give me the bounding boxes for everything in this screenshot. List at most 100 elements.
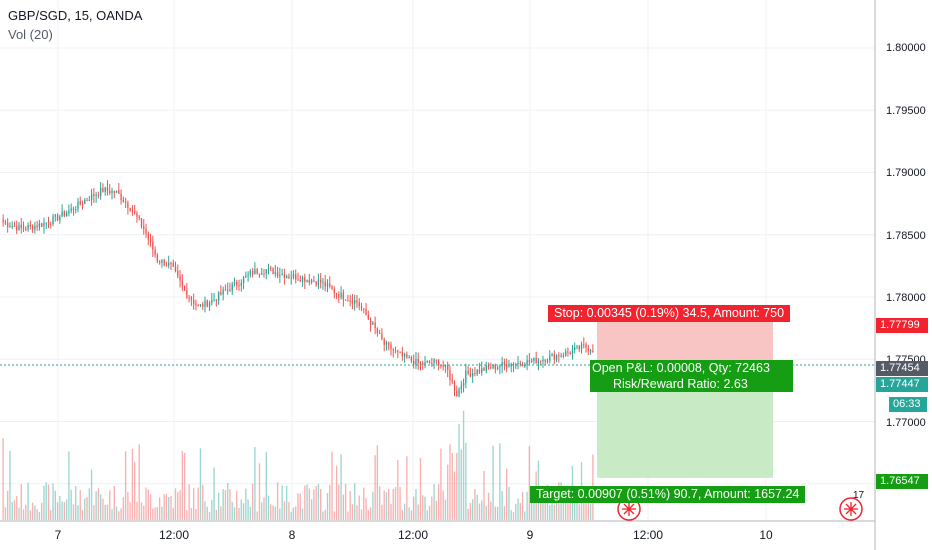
volume-bar (397, 459, 399, 520)
candle-body (220, 292, 222, 295)
candle-body (245, 275, 247, 278)
volume-bar (585, 497, 587, 520)
candle-body (342, 292, 345, 300)
candle-body (358, 302, 360, 307)
volume-bar (156, 507, 159, 520)
volume-bar (589, 503, 592, 520)
volume-bar (501, 491, 503, 520)
candle-body (204, 300, 206, 307)
volume-bar (59, 496, 61, 520)
candle-body (394, 350, 397, 352)
volume-bar (553, 504, 555, 520)
volume-bar (503, 506, 506, 520)
candle-body (295, 274, 297, 280)
candle-body (542, 359, 544, 362)
candle-body (172, 263, 174, 267)
volume-bar (283, 501, 286, 520)
candle-body (102, 187, 104, 192)
volume-bar (72, 504, 75, 520)
volume-bar (471, 499, 474, 520)
stop-label[interactable]: Stop: 0.00345 (0.19%) 34.5, Amount: 750 (548, 305, 791, 322)
candle-body (70, 208, 72, 211)
candle-body (270, 267, 272, 269)
candle-body (419, 362, 422, 364)
candle-body (365, 308, 367, 316)
volume-bar (499, 443, 501, 520)
candle-body (580, 344, 583, 350)
candle-body (521, 364, 524, 367)
candle-body (467, 370, 469, 374)
volume-bar (41, 502, 43, 520)
candle-body (263, 273, 265, 275)
volume-bar (456, 452, 458, 520)
candle-body (77, 201, 79, 210)
candle-body (36, 225, 38, 228)
candle-body (181, 280, 184, 286)
volume-bar (469, 502, 472, 520)
candle-body (106, 187, 109, 191)
candle-body (392, 349, 394, 351)
target-label[interactable]: Target: 0.00907 (0.51%) 90.7, Amount: 16… (530, 486, 806, 503)
candle-body (99, 187, 102, 196)
time-tick: 12:00 (632, 528, 664, 542)
candle-body (143, 226, 145, 229)
candle-body (481, 368, 483, 373)
volume-bar (483, 470, 485, 520)
volume-bar (231, 501, 233, 520)
volume-bar (45, 482, 47, 520)
candle-body (233, 282, 236, 285)
candle-body (583, 344, 585, 346)
volume-bar (467, 508, 469, 520)
volume-bar (512, 511, 515, 520)
candle-body (136, 213, 138, 217)
volume-bar (188, 484, 190, 520)
candle-body (208, 302, 211, 307)
candle-body (374, 322, 376, 329)
volume-bar (140, 502, 143, 520)
volume-bar (161, 506, 163, 520)
candle-body (440, 365, 442, 367)
candle-body (444, 365, 447, 367)
candle-body (251, 270, 254, 275)
candle-body (515, 363, 517, 366)
candle-body (47, 222, 50, 224)
candle-body (183, 285, 186, 291)
volume-bar (335, 465, 338, 520)
candle-body (288, 276, 290, 278)
volume-bar (236, 490, 238, 520)
volume-bar (31, 502, 34, 520)
candle-body (229, 289, 231, 291)
volume-bar (52, 483, 54, 520)
candle-body (113, 190, 115, 193)
candle-body (483, 368, 485, 371)
symbol-title: GBP/SGD, 15, OANDA (8, 8, 143, 23)
candle-body (490, 367, 492, 369)
candle-body (45, 222, 47, 224)
candle-body (451, 379, 453, 382)
candle-body (335, 293, 338, 295)
candle-body (533, 357, 535, 361)
candle-body (238, 285, 240, 287)
volume-bar (138, 444, 140, 520)
candle-body (340, 292, 342, 298)
candle-body (310, 280, 313, 283)
bar-countdown: 06:33 (889, 397, 927, 412)
open-pnl-text: Open P&L: 0.00008, Qty: 72463 (592, 361, 770, 375)
candle-body (265, 269, 267, 274)
candle-body (347, 300, 349, 302)
volume-bar (279, 508, 281, 520)
candle-body (574, 347, 576, 350)
candle-body (369, 319, 372, 325)
candle-body (149, 239, 152, 242)
event-flag-icon (845, 503, 857, 515)
candle-body (415, 358, 417, 365)
candle-body (104, 187, 106, 192)
volume-bar (301, 508, 304, 520)
volume-bar (401, 509, 404, 520)
candle-body (390, 344, 392, 350)
volume-bar (145, 487, 147, 520)
volume-bar (174, 488, 177, 520)
position-info-box[interactable]: Open P&L: 0.00008, Qty: 72463 Risk/Rewar… (590, 360, 793, 392)
candle-body (25, 228, 27, 230)
